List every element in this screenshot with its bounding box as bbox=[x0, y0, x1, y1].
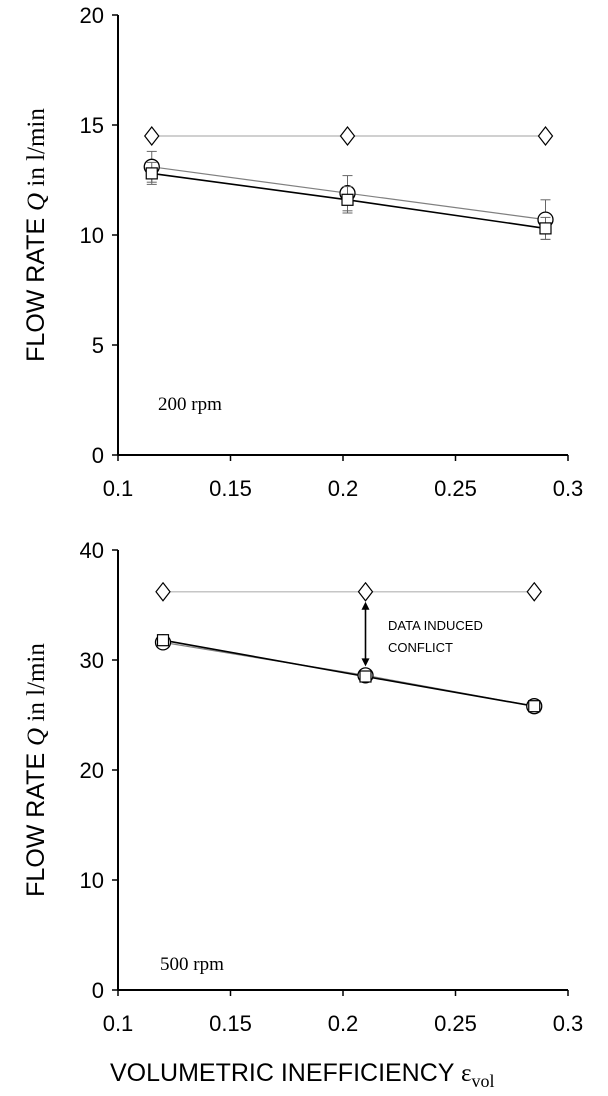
x-tick-label: 0.25 bbox=[434, 1011, 477, 1036]
square-marker bbox=[359, 670, 372, 683]
y-tick-label: 0 bbox=[92, 443, 104, 468]
marks-200rpm bbox=[143, 126, 554, 240]
diamond-marker bbox=[357, 581, 374, 602]
diamond-marker bbox=[143, 126, 160, 146]
square-marker bbox=[156, 634, 170, 647]
x-tick-label: 0.1 bbox=[103, 476, 134, 501]
x-tick-label: 0.2 bbox=[328, 476, 359, 501]
diamond-marker bbox=[155, 581, 171, 602]
y-tick-label: 40 bbox=[80, 538, 104, 563]
rpm-label: 200 rpm bbox=[158, 394, 222, 415]
x-tick-label: 0.15 bbox=[209, 1011, 252, 1036]
square-marker bbox=[528, 700, 541, 713]
axes-500rpm: 0 10 20 30 40 0.1 0.15 0.2 0.25 0.3 bbox=[80, 538, 584, 1036]
y-axis-label: FLOW RATE Q in l/min bbox=[22, 643, 50, 897]
conflict-label-line2: CONFLICT bbox=[388, 640, 453, 655]
x-axis-label-subscript: vol bbox=[471, 1071, 494, 1091]
rpm-label: 500 rpm bbox=[160, 954, 224, 975]
y-axis-label-symbol: Q bbox=[23, 728, 50, 746]
conflict-arrow-head-down bbox=[361, 658, 370, 667]
conflict-arrow-head-up bbox=[361, 601, 370, 610]
x-tick-label: 0.25 bbox=[434, 476, 477, 501]
conflict-label-line1: DATA INDUCED bbox=[388, 618, 483, 633]
x-tick-label: 0.3 bbox=[553, 476, 584, 501]
y-tick-label: 10 bbox=[80, 223, 104, 248]
y-tick-label: 0 bbox=[92, 978, 104, 1003]
x-tick-label: 0.1 bbox=[103, 1011, 134, 1036]
y-axis-label-symbol: Q bbox=[23, 193, 50, 211]
square-marker bbox=[341, 193, 354, 206]
y-axis-label: FLOW RATE Q in l/min bbox=[22, 108, 50, 362]
x-axis-label-text: VOLUMETRIC INEFFICIENCY bbox=[110, 1059, 461, 1087]
y-axis-label-unit: in l/min bbox=[23, 643, 50, 728]
x-tick-label: 0.3 bbox=[553, 1011, 584, 1036]
series-line-square bbox=[162, 639, 535, 707]
axes-200rpm: 0 5 10 15 20 0.1 0.15 0.2 0.25 0.3 bbox=[80, 3, 584, 501]
marks-500rpm bbox=[154, 581, 543, 715]
y-tick-label: 10 bbox=[80, 868, 104, 893]
y-tick-label: 20 bbox=[80, 3, 104, 28]
square-marker bbox=[539, 222, 552, 235]
diamond-marker bbox=[526, 581, 543, 602]
diamond-marker bbox=[339, 126, 356, 146]
square-marker bbox=[145, 167, 158, 180]
y-tick-label: 15 bbox=[80, 113, 104, 138]
y-axis-label-text: FLOW RATE bbox=[22, 211, 50, 362]
diamond-marker bbox=[537, 126, 554, 146]
x-axis-label: VOLUMETRIC INEFFICIENCY εvol bbox=[110, 1059, 494, 1091]
y-tick-label: 20 bbox=[80, 758, 104, 783]
chart-200rpm: FLOW RATE Q in l/min 200 rpm 0 5 10 15 20 0.1… bbox=[22, 3, 583, 501]
chart-500rpm: FLOW RATE Q in l/min 500 rpm 0 10 20 30 40 0.… bbox=[22, 538, 583, 1036]
x-axis-label-symbol: ε bbox=[461, 1060, 472, 1087]
x-tick-label: 0.15 bbox=[209, 476, 252, 501]
y-axis-label-text: FLOW RATE bbox=[22, 746, 50, 897]
x-tick-label: 0.2 bbox=[328, 1011, 359, 1036]
y-tick-label: 30 bbox=[80, 648, 104, 673]
y-tick-label: 5 bbox=[92, 333, 104, 358]
y-axis-label-unit: in l/min bbox=[23, 108, 50, 193]
